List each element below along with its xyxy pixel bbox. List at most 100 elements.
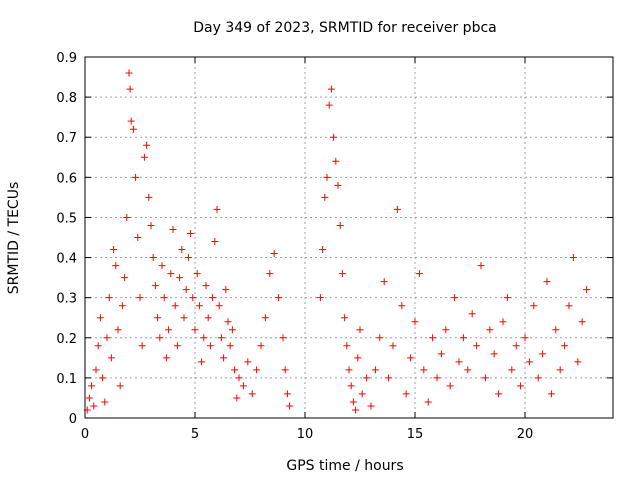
data-point	[220, 354, 228, 362]
x-tick-label: 10	[297, 427, 314, 442]
y-axis: 0 0.1 0.2 0.3 0.4 0.5 0.6 0.7 0.8 0.9	[56, 51, 613, 427]
data-point	[325, 101, 333, 109]
data-point	[116, 382, 124, 390]
data-point	[110, 246, 118, 254]
data-point	[376, 334, 384, 342]
data-point	[129, 125, 137, 133]
grid-lines	[85, 57, 613, 418]
data-point	[336, 221, 344, 229]
data-point	[257, 342, 265, 350]
data-point	[451, 294, 459, 302]
data-point	[195, 302, 203, 310]
data-point	[321, 193, 329, 201]
data-point	[495, 390, 503, 398]
data-point	[114, 326, 122, 334]
data-point	[283, 390, 291, 398]
data-point	[420, 366, 428, 374]
data-point	[503, 294, 511, 302]
data-point	[96, 314, 104, 322]
data-point	[270, 250, 278, 258]
data-point	[184, 254, 192, 262]
scatter-points	[83, 69, 591, 414]
data-point	[99, 374, 107, 382]
data-point	[147, 221, 155, 229]
data-point	[126, 85, 134, 93]
data-point	[380, 278, 388, 286]
data-point	[464, 366, 472, 374]
data-point	[371, 366, 379, 374]
data-point	[213, 205, 221, 213]
x-axis-label: GPS time / hours	[286, 458, 403, 474]
data-point	[583, 286, 591, 294]
data-point	[202, 282, 210, 290]
data-point	[521, 334, 529, 342]
data-point	[167, 270, 175, 278]
data-point	[182, 286, 190, 294]
data-point	[158, 262, 166, 270]
y-axis-label: SRMTID / TECUs	[6, 182, 22, 295]
data-point	[118, 302, 126, 310]
data-point	[88, 382, 96, 390]
data-point	[215, 302, 223, 310]
data-point	[222, 286, 230, 294]
data-point	[499, 318, 507, 326]
data-point	[338, 270, 346, 278]
data-point	[385, 374, 393, 382]
data-point	[149, 254, 157, 262]
data-point	[90, 402, 98, 410]
data-point	[92, 366, 100, 374]
data-point	[356, 326, 364, 334]
data-point	[508, 366, 516, 374]
data-point	[398, 302, 406, 310]
data-point	[429, 334, 437, 342]
plot-frame	[84, 56, 614, 419]
data-point	[101, 398, 109, 406]
data-point	[402, 390, 410, 398]
data-point	[433, 374, 441, 382]
x-tick-label: 5	[191, 427, 199, 442]
data-point	[105, 294, 113, 302]
data-point	[539, 350, 547, 358]
data-point	[85, 394, 93, 402]
data-point	[534, 374, 542, 382]
data-point	[233, 394, 241, 402]
data-point	[415, 270, 423, 278]
data-point	[191, 326, 199, 334]
data-point	[217, 334, 225, 342]
data-point	[327, 85, 335, 93]
data-point	[244, 358, 252, 366]
data-point	[578, 318, 586, 326]
x-axis: 0 5 10 15 20	[81, 57, 533, 442]
data-point	[261, 314, 269, 322]
data-point	[94, 342, 102, 350]
data-point	[156, 334, 164, 342]
data-point	[424, 398, 432, 406]
chart-title: Day 349 of 2023, SRMTID for receiver pbc…	[193, 20, 496, 36]
data-point	[367, 402, 375, 410]
data-point	[543, 278, 551, 286]
data-point	[83, 406, 91, 414]
data-point	[468, 310, 476, 318]
data-point	[389, 342, 397, 350]
data-point	[235, 374, 243, 382]
data-point	[281, 366, 289, 374]
data-point	[552, 326, 560, 334]
data-point	[319, 246, 327, 254]
data-point	[112, 262, 120, 270]
data-point	[165, 326, 173, 334]
y-tick-label: 0.6	[56, 171, 77, 186]
data-point	[226, 342, 234, 350]
data-point	[437, 350, 445, 358]
data-point	[363, 374, 371, 382]
data-point	[512, 342, 520, 350]
data-point	[547, 390, 555, 398]
y-tick-label: 0.9	[56, 51, 77, 66]
data-point	[266, 270, 274, 278]
data-point	[411, 318, 419, 326]
data-point	[279, 334, 287, 342]
data-point	[354, 354, 362, 362]
data-point	[239, 382, 247, 390]
data-point	[125, 69, 133, 77]
data-point	[176, 274, 184, 282]
